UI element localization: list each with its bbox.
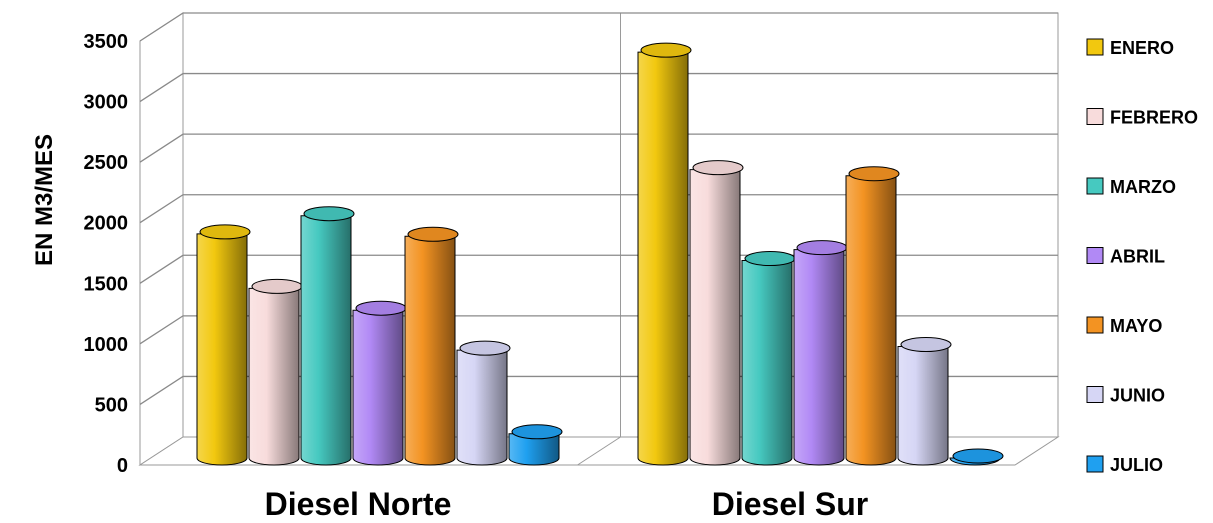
legend-swatch xyxy=(1086,247,1104,264)
legend-item-abril: ABRIL xyxy=(1086,247,1165,267)
legend-label: JULIO xyxy=(1110,455,1163,475)
x-category-label: Diesel Norte xyxy=(265,486,452,522)
bar-enero-diesel-sur xyxy=(637,42,692,466)
y-axis-ticks: 0 500 1000 1500 2000 2500 3000 3500 xyxy=(84,31,129,477)
gridline xyxy=(139,12,1058,42)
legend-swatch xyxy=(1086,177,1104,195)
legend-item-enero: ENERO xyxy=(1086,38,1174,58)
bar-febrero-diesel-sur xyxy=(689,160,744,466)
bar-mayo-diesel-sur xyxy=(845,166,900,466)
y-tick-label: 2000 xyxy=(84,213,129,235)
bar-febrero-diesel-norte xyxy=(248,278,303,466)
bar-julio-diesel-sur xyxy=(949,448,1004,466)
legend-item-mayo: MAYO xyxy=(1086,316,1162,336)
legend-label: JUNIO xyxy=(1110,386,1165,406)
legend-swatch xyxy=(1086,108,1104,125)
y-tick-label: 1500 xyxy=(84,273,129,295)
bar-abril-diesel-norte xyxy=(352,300,407,466)
legend-item-febrero: FEBRERO xyxy=(1086,108,1198,128)
bar-junio-diesel-sur xyxy=(897,337,952,466)
y-tick-label: 3500 xyxy=(84,31,129,53)
bar-marzo-diesel-norte xyxy=(300,206,355,466)
legend: ENERO FEBRERO MARZO ABRIL MAYO JUNIO JULIO xyxy=(1086,38,1198,475)
bar-junio-diesel-norte xyxy=(456,340,511,466)
legend-label: ENERO xyxy=(1110,38,1174,58)
x-category-label: Diesel Sur xyxy=(712,486,869,522)
bars xyxy=(196,42,1004,466)
legend-item-junio: JUNIO xyxy=(1086,386,1165,406)
bar-marzo-diesel-sur xyxy=(741,251,796,466)
bar-julio-diesel-norte xyxy=(508,424,563,466)
legend-swatch xyxy=(1086,386,1104,403)
legend-label: ABRIL xyxy=(1110,247,1165,267)
legend-item-marzo: MARZO xyxy=(1086,177,1176,197)
y-tick-label: 0 xyxy=(117,455,128,477)
bar-mayo-diesel-norte xyxy=(404,226,459,466)
legend-swatch xyxy=(1086,455,1104,473)
gridline xyxy=(139,72,1058,103)
legend-label: MARZO xyxy=(1110,177,1176,197)
bar-abril-diesel-sur xyxy=(793,240,848,466)
y-tick-label: 500 xyxy=(95,394,128,416)
legend-label: MAYO xyxy=(1110,316,1162,336)
y-tick-label: 2500 xyxy=(84,152,129,174)
bar-enero-diesel-norte xyxy=(196,224,251,466)
y-tick-label: 3000 xyxy=(84,92,129,114)
y-tick-label: 1000 xyxy=(84,334,129,356)
legend-swatch xyxy=(1086,316,1104,334)
y-axis-title: EN M3/MES xyxy=(31,134,58,266)
legend-label: FEBRERO xyxy=(1110,108,1198,128)
gridline xyxy=(139,194,1058,224)
legend-item-julio: JULIO xyxy=(1086,455,1163,475)
legend-swatch xyxy=(1086,38,1104,56)
gridline xyxy=(139,133,1058,163)
x-axis-categories: Diesel Norte Diesel Sur xyxy=(265,486,869,522)
